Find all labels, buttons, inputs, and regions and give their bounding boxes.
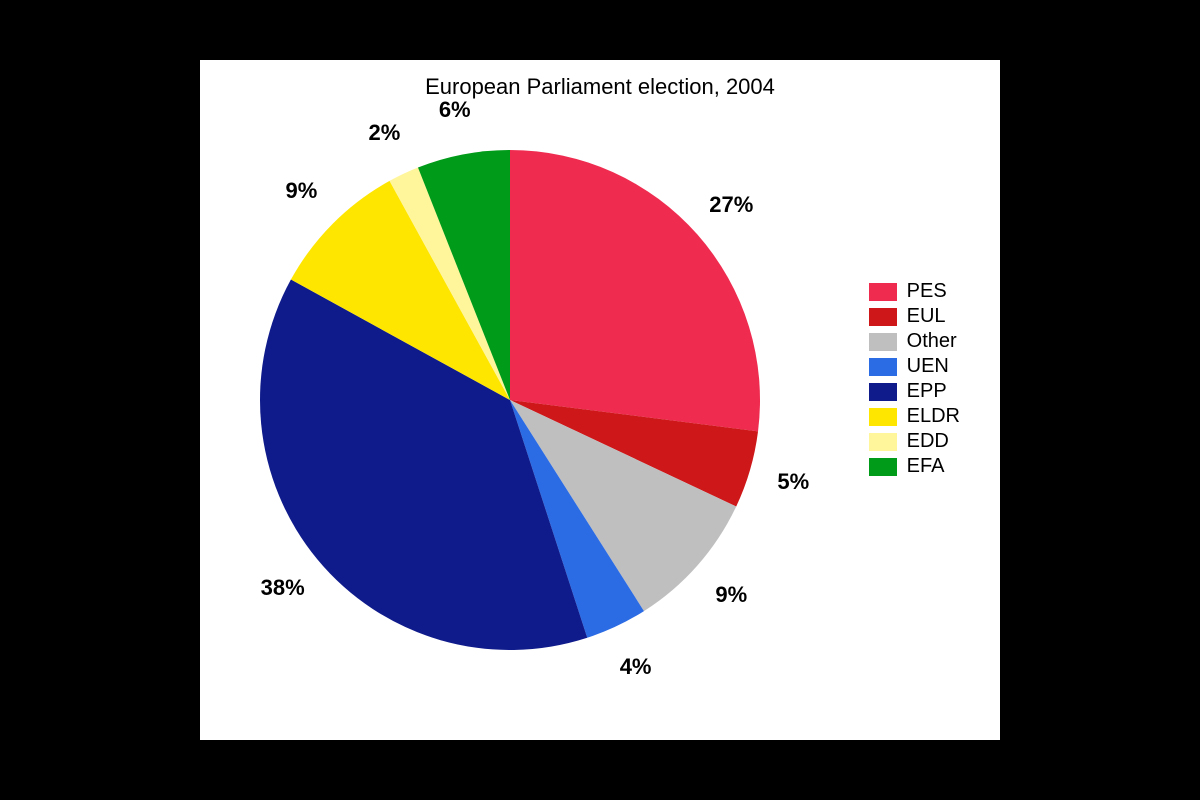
legend-label-eul: EUL bbox=[907, 305, 946, 328]
pie-label-pes: 27% bbox=[709, 192, 753, 218]
legend-item-pes: PES bbox=[869, 280, 960, 303]
legend-swatch-edd bbox=[869, 433, 897, 451]
legend-swatch-epp bbox=[869, 383, 897, 401]
legend-label-pes: PES bbox=[907, 280, 947, 303]
legend-item-efa: EFA bbox=[869, 455, 960, 478]
legend-swatch-pes bbox=[869, 283, 897, 301]
legend-label-efa: EFA bbox=[907, 455, 945, 478]
legend-item-eul: EUL bbox=[869, 305, 960, 328]
pie-label-uen: 4% bbox=[620, 654, 652, 680]
legend-item-uen: UEN bbox=[869, 355, 960, 378]
legend-item-epp: EPP bbox=[869, 380, 960, 403]
pie-svg bbox=[250, 140, 770, 660]
pie-container: 27%5%9%4%38%9%2%6% bbox=[250, 140, 770, 660]
legend-label-edd: EDD bbox=[907, 430, 949, 453]
legend: PESEULOtherUENEPPELDREDDEFA bbox=[869, 280, 960, 480]
legend-swatch-efa bbox=[869, 458, 897, 476]
pie-label-eldr: 9% bbox=[285, 178, 317, 204]
pie-label-eul: 5% bbox=[777, 469, 809, 495]
legend-swatch-eul bbox=[869, 308, 897, 326]
legend-label-epp: EPP bbox=[907, 380, 947, 403]
pie-label-efa: 6% bbox=[439, 97, 471, 123]
legend-label-uen: UEN bbox=[907, 355, 949, 378]
pie-label-edd: 2% bbox=[368, 120, 400, 146]
legend-label-other: Other bbox=[907, 330, 957, 353]
legend-item-other: Other bbox=[869, 330, 960, 353]
legend-swatch-other bbox=[869, 333, 897, 351]
pie-label-other: 9% bbox=[715, 582, 747, 608]
chart-title: European Parliament election, 2004 bbox=[200, 74, 1000, 100]
chart-panel: European Parliament election, 2004 27% 5%… bbox=[200, 60, 1000, 740]
legend-swatch-eldr bbox=[869, 408, 897, 426]
pie-label-epp: 38% bbox=[261, 575, 305, 601]
legend-swatch-uen bbox=[869, 358, 897, 376]
legend-item-eldr: ELDR bbox=[869, 405, 960, 428]
legend-item-edd: EDD bbox=[869, 430, 960, 453]
legend-label-eldr: ELDR bbox=[907, 405, 960, 428]
